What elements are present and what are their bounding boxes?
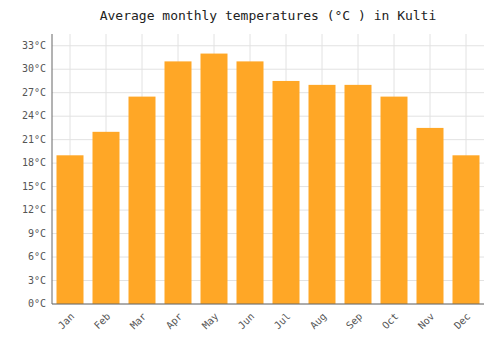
bar <box>309 85 336 304</box>
x-tick-label: Dec <box>452 311 473 332</box>
x-tick-label: May <box>200 311 221 332</box>
x-tick-label: Aug <box>308 311 329 332</box>
bar <box>201 54 228 304</box>
bar <box>57 155 84 304</box>
title: Average monthly temperatures (°C ) in Ku… <box>100 8 437 23</box>
y-tick-label: 3°C <box>28 275 46 286</box>
bar <box>417 128 444 304</box>
bar <box>237 61 264 304</box>
y-tick-label: 12°C <box>22 204 46 215</box>
grid-line-y <box>52 116 484 117</box>
bar <box>93 132 120 304</box>
x-tick-label: Jul <box>272 311 293 332</box>
y-tick-label: 27°C <box>22 87 46 98</box>
x-tick-label: Nov <box>416 311 437 332</box>
x-tick-label: Sep <box>344 311 365 332</box>
chart-container: 0°C 3°C 6°C 9°C 12°C 15°C 18°C 21°C 24°C 27°C 30°C… <box>0 0 500 350</box>
chart-svg: 0°C 3°C 6°C 9°C 12°C 15°C 18°C 21°C 24°C 27°C 30°C… <box>0 0 500 350</box>
x-tick-label: Mar <box>128 311 149 332</box>
bar <box>453 155 480 304</box>
x-tick-label: Feb <box>92 311 113 332</box>
y-tick-label: 24°C <box>22 110 46 121</box>
axes: 0°C 3°C 6°C 9°C 12°C 15°C 18°C 21°C 24°C 27°C 30°C… <box>22 34 484 331</box>
y-tick-label: 15°C <box>22 181 46 192</box>
bar <box>381 97 408 304</box>
y-axis-line <box>52 34 53 304</box>
y-tick-label: 18°C <box>22 157 46 168</box>
bars <box>57 54 480 304</box>
y-tick-label: 30°C <box>22 63 46 74</box>
x-tick-label: Jun <box>236 311 257 332</box>
x-tick-label: Oct <box>380 311 401 332</box>
y-tick-label: 6°C <box>28 251 46 262</box>
x-tick-label: Jan <box>56 311 77 332</box>
grid-line-y <box>52 304 484 305</box>
bar <box>129 97 156 304</box>
grid-line-y <box>52 45 484 46</box>
y-tick-label: 21°C <box>22 134 46 145</box>
y-tick-label: 0°C <box>28 298 46 309</box>
grid-line-y <box>52 69 484 70</box>
grid <box>52 34 484 304</box>
bar <box>165 61 192 304</box>
x-tick-label: Apr <box>164 311 185 332</box>
bar <box>273 81 300 304</box>
bar <box>345 85 372 304</box>
x-axis-line <box>52 304 484 305</box>
grid-line-y <box>52 92 484 93</box>
y-tick-label: 9°C <box>28 228 46 239</box>
y-tick-label: 33°C <box>22 40 46 51</box>
